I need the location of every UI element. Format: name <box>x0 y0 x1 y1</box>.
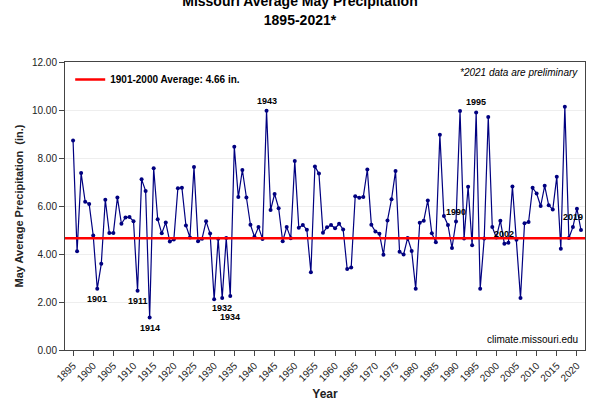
svg-text:2015: 2015 <box>538 360 562 384</box>
svg-text:1905: 1905 <box>95 360 119 384</box>
svg-text:1932: 1932 <box>212 303 232 313</box>
svg-text:Year: Year <box>312 387 338 401</box>
svg-text:1934: 1934 <box>220 312 240 322</box>
svg-text:1995: 1995 <box>458 360 482 384</box>
svg-text:May Average Precipitation (in: May Average Precipitation (in.) <box>13 124 25 287</box>
svg-text:2000: 2000 <box>478 360 502 384</box>
svg-text:1930: 1930 <box>196 360 220 384</box>
svg-text:4.00: 4.00 <box>38 249 58 260</box>
svg-text:1943: 1943 <box>257 96 277 106</box>
svg-text:12.00: 12.00 <box>32 57 57 68</box>
svg-text:10.00: 10.00 <box>32 105 57 116</box>
svg-text:2020: 2020 <box>558 360 582 384</box>
svg-text:2019: 2019 <box>563 212 583 222</box>
svg-text:1955: 1955 <box>296 360 320 384</box>
svg-text:1995: 1995 <box>466 97 486 107</box>
svg-text:1925: 1925 <box>175 360 199 384</box>
svg-text:2.00: 2.00 <box>38 297 58 308</box>
svg-text:1910: 1910 <box>115 360 139 384</box>
svg-text:1901: 1901 <box>87 294 107 304</box>
svg-text:1895: 1895 <box>54 360 78 384</box>
svg-text:1985: 1985 <box>417 360 441 384</box>
svg-text:1901-2000 Average: 4.66 in.: 1901-2000 Average: 4.66 in. <box>110 74 240 85</box>
svg-text:6.00: 6.00 <box>38 201 58 212</box>
svg-text:Missouri Average May Precipita: Missouri Average May Precipitation1895-2… <box>182 0 417 28</box>
svg-text:1920: 1920 <box>155 360 179 384</box>
svg-text:2010: 2010 <box>518 360 542 384</box>
svg-text:1970: 1970 <box>357 360 381 384</box>
svg-text:1975: 1975 <box>377 360 401 384</box>
svg-text:*2021 data are preliminary: *2021 data are preliminary <box>460 67 578 78</box>
svg-text:climate.missouri.edu: climate.missouri.edu <box>487 334 578 345</box>
svg-text:1940: 1940 <box>236 360 260 384</box>
svg-text:0.00: 0.00 <box>38 345 58 356</box>
svg-text:1911: 1911 <box>128 296 148 306</box>
svg-text:2002: 2002 <box>494 229 514 239</box>
svg-text:8.00: 8.00 <box>38 153 58 164</box>
svg-text:2005: 2005 <box>498 360 522 384</box>
svg-text:1914: 1914 <box>140 323 160 333</box>
svg-text:1915: 1915 <box>135 360 159 384</box>
svg-text:1980: 1980 <box>397 360 421 384</box>
svg-text:1935: 1935 <box>216 360 240 384</box>
svg-text:1900: 1900 <box>75 360 99 384</box>
svg-text:1990: 1990 <box>437 360 461 384</box>
svg-text:1950: 1950 <box>276 360 300 384</box>
svg-text:1960: 1960 <box>317 360 341 384</box>
svg-text:1945: 1945 <box>256 360 280 384</box>
svg-text:1990: 1990 <box>446 207 466 217</box>
svg-text:1965: 1965 <box>337 360 361 384</box>
